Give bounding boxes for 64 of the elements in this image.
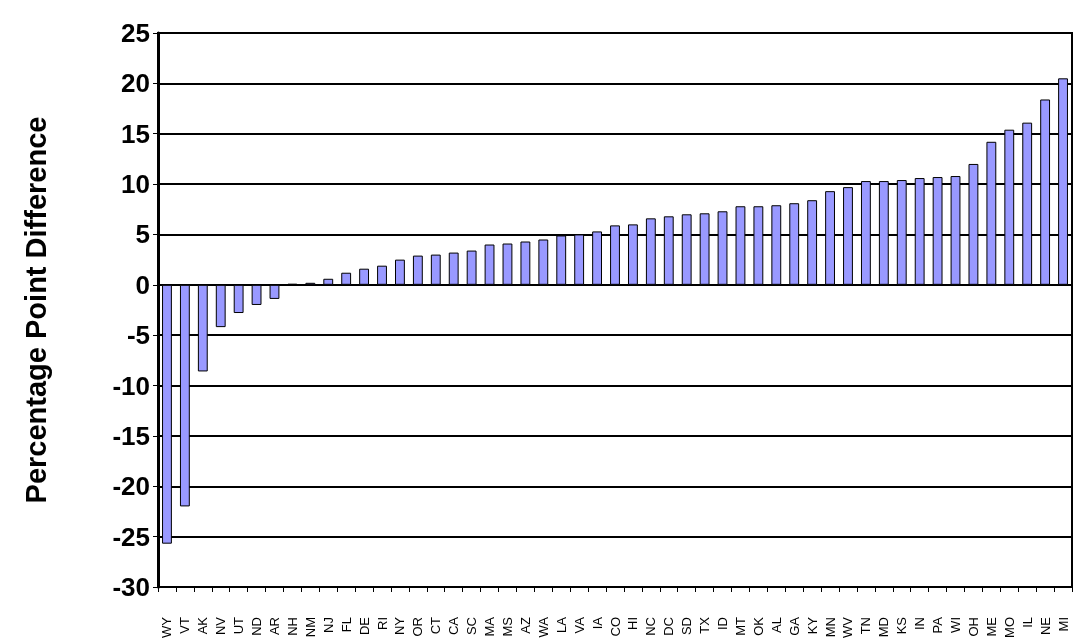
x-tick-label: AL <box>768 617 784 633</box>
x-tick-label: IA <box>589 616 605 630</box>
x-tick-label: IL <box>1019 617 1035 628</box>
x-tick-label: MA <box>482 616 498 637</box>
x-tick-label: WA <box>535 616 551 638</box>
x-tick-label: NC <box>643 617 659 636</box>
x-tick-label: SD <box>679 617 695 636</box>
x-tick-label: MD <box>876 617 892 638</box>
y-axis-title: Percentage Point Difference <box>19 116 52 504</box>
x-tick-label: KS <box>894 616 910 635</box>
x-tick-label: SC <box>464 617 480 636</box>
x-tick-label: VA <box>571 616 587 634</box>
x-tick-label: DC <box>661 617 677 636</box>
x-tick-label: VT <box>177 616 193 634</box>
x-tick-label: MS <box>499 616 515 637</box>
x-tick-label: IN <box>912 617 928 630</box>
y-tick-label: -5 <box>126 320 150 351</box>
x-tick-label: ME <box>983 616 999 637</box>
x-tick-label: OR <box>410 617 426 637</box>
x-tick-label: HI <box>625 617 641 630</box>
x-tick-label: CO <box>607 617 623 637</box>
x-tick-label: OK <box>750 616 766 636</box>
x-tick-label: GA <box>786 616 802 636</box>
x-tick-label: KY <box>804 616 820 635</box>
x-tick-label: WI <box>948 617 964 633</box>
y-tick-label: -20 <box>112 471 150 502</box>
x-tick-label: CA <box>446 616 462 636</box>
y-tick-label: 0 <box>135 269 150 300</box>
x-tick-label: NE <box>1037 616 1053 636</box>
x-tick-label: NV <box>213 616 229 636</box>
x-tick-label: CT <box>428 616 444 635</box>
x-tick-label: ND <box>249 617 265 636</box>
x-tick-label: UT <box>231 616 247 635</box>
x-tick-label: TN <box>858 617 874 635</box>
x-tick-label: LA <box>553 616 569 633</box>
x-tick-label: AR <box>266 617 282 636</box>
x-tick-label: WY <box>159 616 175 638</box>
x-tick-label: NM <box>302 617 318 638</box>
x-tick-label: MO <box>1001 617 1017 638</box>
x-tick-label: AK <box>195 616 211 635</box>
x-tick-label: AZ <box>517 616 533 634</box>
x-tick-label: NJ <box>320 617 336 633</box>
x-tick-label: MI <box>1055 617 1071 632</box>
x-tick-label: TX <box>697 616 713 634</box>
x-tick-label: PA <box>930 616 946 634</box>
y-tick-label: 5 <box>135 219 150 250</box>
y-tick-label: 10 <box>121 169 150 200</box>
y-tick-label: 15 <box>121 118 150 149</box>
x-tick-label: WV <box>840 616 856 638</box>
x-tick-label: OH <box>965 617 981 637</box>
y-tick-label: 20 <box>121 68 150 99</box>
x-tick-label: MT <box>732 616 748 636</box>
y-tick-label: 25 <box>121 18 150 48</box>
x-tick-label: ID <box>715 617 731 630</box>
x-tick-label: MN <box>822 617 838 638</box>
y-tick-label: -30 <box>112 572 150 602</box>
x-tick-label: RI <box>374 617 390 630</box>
x-tick-label: FL <box>338 617 354 633</box>
y-tick-label: -10 <box>112 370 150 401</box>
y-tick-label: -15 <box>112 420 150 451</box>
x-tick-label: NH <box>284 617 300 636</box>
x-tick-label: NY <box>392 616 408 636</box>
y-tick-label: -25 <box>112 521 150 552</box>
x-tick-label: DE <box>356 616 372 636</box>
